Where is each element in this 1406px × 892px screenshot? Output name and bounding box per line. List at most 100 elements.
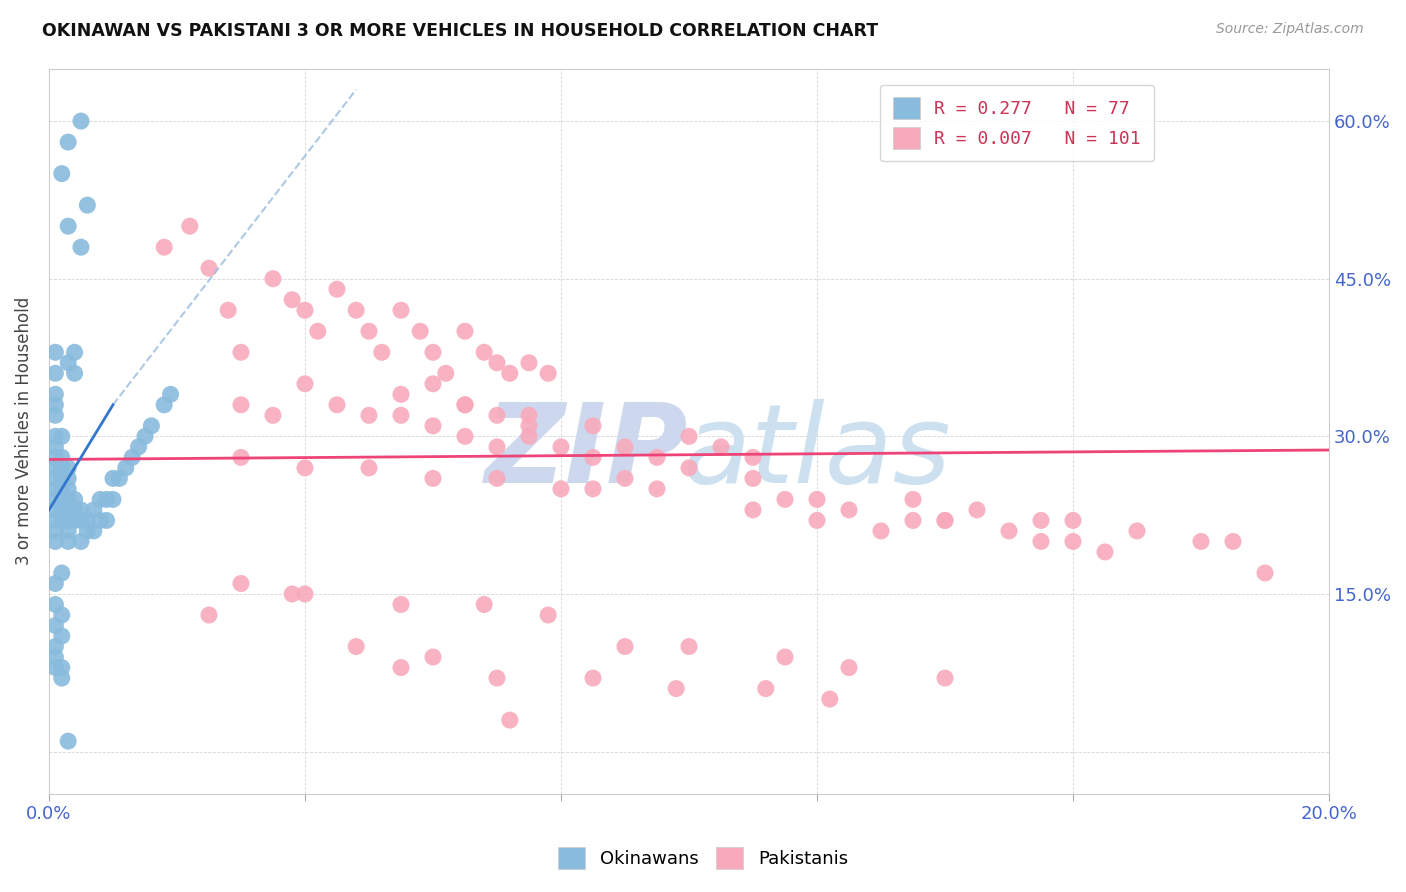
Legend: Okinawans, Pakistanis: Okinawans, Pakistanis: [548, 838, 858, 879]
Point: [56, 356, 79, 370]
Point: [44, 650, 66, 665]
Point: [101, 492, 124, 507]
Point: [678, 461, 700, 475]
Point: [44, 492, 66, 507]
Point: [550, 440, 572, 454]
Point: [710, 440, 733, 454]
Point: [1062, 513, 1084, 527]
Point: [645, 450, 668, 465]
Point: [472, 598, 495, 612]
Point: [966, 503, 988, 517]
Point: [89, 492, 111, 507]
Point: [582, 671, 605, 685]
Text: OKINAWAN VS PAKISTANI 3 OR MORE VEHICLES IN HOUSEHOLD CORRELATION CHART: OKINAWAN VS PAKISTANI 3 OR MORE VEHICLES…: [42, 22, 879, 40]
Point: [44, 398, 66, 412]
Point: [870, 524, 893, 538]
Point: [422, 345, 444, 359]
Point: [1254, 566, 1277, 580]
Point: [409, 324, 432, 338]
Point: [44, 640, 66, 654]
Point: [56, 492, 79, 507]
Point: [63, 366, 86, 380]
Point: [76, 198, 98, 212]
Point: [485, 671, 508, 685]
Point: [56, 524, 79, 538]
Point: [76, 524, 98, 538]
Point: [44, 513, 66, 527]
Point: [742, 450, 765, 465]
Point: [389, 598, 412, 612]
Point: [101, 471, 124, 485]
Point: [422, 650, 444, 665]
Point: [773, 650, 796, 665]
Point: [96, 513, 118, 527]
Point: [51, 471, 73, 485]
Point: [998, 524, 1021, 538]
Text: Source: ZipAtlas.com: Source: ZipAtlas.com: [1216, 22, 1364, 37]
Point: [344, 303, 367, 318]
Point: [806, 492, 828, 507]
Point: [51, 629, 73, 643]
Point: [485, 471, 508, 485]
Point: [665, 681, 688, 696]
Point: [499, 366, 522, 380]
Point: [51, 429, 73, 443]
Point: [517, 418, 540, 433]
Point: [1029, 513, 1052, 527]
Point: [838, 503, 860, 517]
Point: [153, 240, 176, 254]
Point: [1222, 534, 1244, 549]
Point: [56, 513, 79, 527]
Point: [70, 503, 93, 517]
Point: [153, 398, 176, 412]
Point: [63, 492, 86, 507]
Point: [472, 345, 495, 359]
Point: [51, 482, 73, 496]
Point: [44, 618, 66, 632]
Point: [63, 503, 86, 517]
Point: [422, 376, 444, 391]
Point: [51, 513, 73, 527]
Point: [818, 692, 841, 706]
Point: [838, 660, 860, 674]
Point: [371, 345, 394, 359]
Point: [44, 450, 66, 465]
Point: [44, 366, 66, 380]
Point: [614, 640, 637, 654]
Point: [262, 409, 284, 423]
Point: [70, 534, 93, 549]
Point: [121, 450, 143, 465]
Legend: R = 0.277   N = 77, R = 0.007   N = 101: R = 0.277 N = 77, R = 0.007 N = 101: [880, 85, 1153, 161]
Point: [51, 461, 73, 475]
Text: ZIP: ZIP: [485, 400, 689, 507]
Point: [614, 471, 637, 485]
Point: [582, 482, 605, 496]
Point: [934, 513, 956, 527]
Point: [678, 640, 700, 654]
Point: [44, 471, 66, 485]
Point: [44, 387, 66, 401]
Point: [217, 303, 239, 318]
Point: [44, 440, 66, 454]
Point: [294, 303, 316, 318]
Point: [56, 471, 79, 485]
Point: [44, 345, 66, 359]
Point: [56, 503, 79, 517]
Point: [108, 471, 131, 485]
Point: [70, 240, 93, 254]
Point: [742, 503, 765, 517]
Point: [389, 387, 412, 401]
Point: [1029, 534, 1052, 549]
Point: [614, 440, 637, 454]
Point: [389, 660, 412, 674]
Point: [454, 398, 477, 412]
Point: [76, 513, 98, 527]
Point: [44, 534, 66, 549]
Point: [344, 640, 367, 654]
Point: [114, 461, 136, 475]
Point: [582, 450, 605, 465]
Point: [281, 293, 304, 307]
Point: [485, 409, 508, 423]
Point: [357, 409, 380, 423]
Point: [51, 492, 73, 507]
